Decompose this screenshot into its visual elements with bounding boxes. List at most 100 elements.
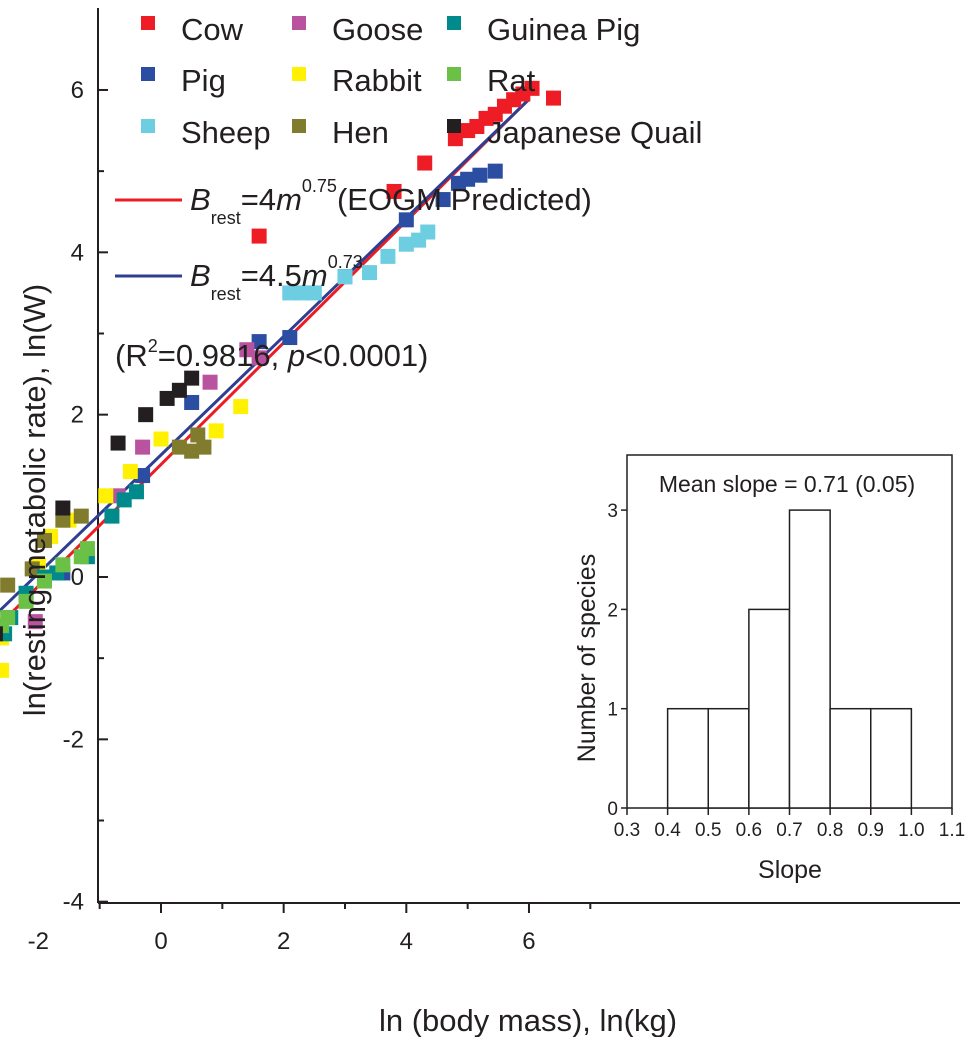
inset-x-tick-label: 0.3 bbox=[614, 820, 640, 841]
point-japanese-quail bbox=[55, 500, 71, 516]
point-pig bbox=[251, 334, 267, 350]
point-pig bbox=[460, 171, 476, 187]
point-hen bbox=[184, 443, 200, 459]
inset-axes: 0.3 0.4 0.5 0.6 0.7 0.8 0.9 1.0 1.1 0 1 2 3 bbox=[607, 501, 965, 841]
legend-swatch-cow bbox=[141, 16, 155, 30]
point-sheep bbox=[380, 248, 396, 264]
point-japanese-quail bbox=[138, 407, 154, 423]
stats-label: (R2=0.9816, p<0.0001) bbox=[115, 336, 428, 373]
inset-y-tick-label: 0 bbox=[607, 799, 618, 820]
point-rabbit bbox=[233, 399, 249, 415]
legend-label-cow: Cow bbox=[181, 12, 244, 47]
point-cow bbox=[447, 131, 463, 147]
equations: Brest=4m0.75(EOGM Predicted) Brest=4.5m0… bbox=[115, 176, 592, 373]
legend-swatch-guinea-pig bbox=[447, 16, 461, 30]
point-rat bbox=[0, 618, 10, 634]
histogram-bar bbox=[748, 608, 791, 809]
point-rabbit bbox=[208, 423, 224, 439]
histogram-bar bbox=[788, 509, 831, 809]
point-guinea-pig bbox=[128, 484, 144, 500]
point-rabbit bbox=[153, 431, 169, 447]
point-hen bbox=[190, 427, 206, 443]
point-japanese-quail bbox=[159, 390, 175, 406]
legend-label-rabbit: Rabbit bbox=[332, 63, 422, 98]
point-rat bbox=[79, 541, 95, 557]
point-cow bbox=[417, 155, 433, 171]
inset-title: Mean slope = 0.71 (0.05) bbox=[659, 471, 915, 497]
point-hen bbox=[24, 561, 40, 577]
point-pig bbox=[282, 330, 298, 346]
point-hen bbox=[73, 508, 89, 524]
legend-swatch-rabbit bbox=[292, 67, 306, 81]
point-rat bbox=[55, 557, 71, 573]
point-sheep bbox=[337, 269, 353, 285]
inset-x-tick-label: 0.9 bbox=[858, 820, 884, 841]
eq-red-tail: (EOGM Predicted) bbox=[337, 182, 592, 217]
point-goose bbox=[135, 439, 151, 455]
legend-label-japanese-quail: Japanese Quail bbox=[487, 115, 702, 150]
inset-x-tick-label: 0.6 bbox=[736, 820, 762, 841]
inset-x-tick-label: 0.8 bbox=[817, 820, 843, 841]
legend: Cow Goose Guinea Pig Pig Rabbit Rat Sheep Hen Ja… bbox=[141, 12, 702, 150]
legend-swatch-japanese-quail bbox=[447, 119, 461, 133]
eq-blue-exp: 0.73 bbox=[328, 252, 363, 272]
legend-swatch-goose bbox=[292, 16, 306, 30]
point-cow bbox=[524, 80, 540, 96]
point-japanese-quail bbox=[110, 435, 126, 451]
point-hen bbox=[36, 532, 52, 548]
x-tick-label: 4 bbox=[400, 928, 413, 955]
point-pig bbox=[398, 212, 414, 228]
point-goose bbox=[239, 342, 255, 358]
eq-blue-sub: rest bbox=[211, 284, 241, 304]
inset-histogram: 0.3 0.4 0.5 0.6 0.7 0.8 0.9 1.0 1.1 0 1 2 3 Mean slo… bbox=[573, 454, 965, 884]
eq-red-m: m bbox=[276, 182, 302, 217]
eq-blue-label: Brest=4.5m0.73 bbox=[190, 252, 363, 304]
inset-x-tick-label: 1.0 bbox=[898, 820, 924, 841]
stats-p: p bbox=[287, 338, 305, 373]
point-sheep bbox=[362, 265, 378, 281]
point-sheep bbox=[420, 224, 436, 240]
point-hen bbox=[0, 577, 16, 593]
inset-x-axis-title: Slope bbox=[758, 856, 822, 884]
point-rat bbox=[18, 593, 34, 609]
point-guinea-pig bbox=[104, 508, 120, 524]
point-rat bbox=[36, 573, 52, 589]
legend-label-hen: Hen bbox=[332, 115, 389, 150]
y-tick-label: 6 bbox=[71, 77, 84, 104]
eq-blue-m: m bbox=[302, 258, 328, 293]
data-points bbox=[0, 80, 562, 678]
point-cow bbox=[546, 90, 562, 106]
eq-red-b: B bbox=[190, 182, 211, 217]
inset-bars bbox=[666, 509, 913, 809]
inset-y-tick-label: 2 bbox=[607, 600, 618, 621]
y-tick-label: 2 bbox=[71, 402, 84, 429]
eq-red-mid: =4 bbox=[241, 182, 276, 217]
point-goose bbox=[202, 374, 218, 390]
histogram-bar bbox=[829, 707, 872, 809]
eq-red-sub: rest bbox=[211, 208, 241, 228]
stats-sup: 2 bbox=[148, 336, 158, 356]
inset-x-tick-label: 0.4 bbox=[654, 820, 681, 841]
y-tick-label: -2 bbox=[63, 726, 84, 753]
x-tick-label: 2 bbox=[277, 928, 290, 955]
histogram-bar bbox=[707, 707, 750, 809]
point-rat bbox=[0, 610, 16, 626]
y-axis-title: ln(resting metabolic rate), ln(W) bbox=[17, 284, 52, 716]
point-sheep bbox=[398, 236, 414, 252]
point-hen bbox=[55, 512, 71, 528]
inset-x-tick-label: 0.5 bbox=[695, 820, 721, 841]
legend-swatch-rat bbox=[447, 67, 461, 81]
legend-swatch-pig bbox=[141, 67, 155, 81]
point-goose bbox=[251, 350, 267, 366]
inset-y-tick-label: 1 bbox=[607, 700, 618, 721]
point-cow bbox=[386, 183, 402, 199]
point-hen bbox=[171, 439, 187, 455]
y-tick-label: 0 bbox=[71, 564, 84, 591]
point-pig bbox=[487, 163, 503, 179]
histogram-bar bbox=[870, 707, 913, 809]
point-rabbit bbox=[0, 662, 10, 678]
point-japanese-quail bbox=[171, 382, 187, 398]
